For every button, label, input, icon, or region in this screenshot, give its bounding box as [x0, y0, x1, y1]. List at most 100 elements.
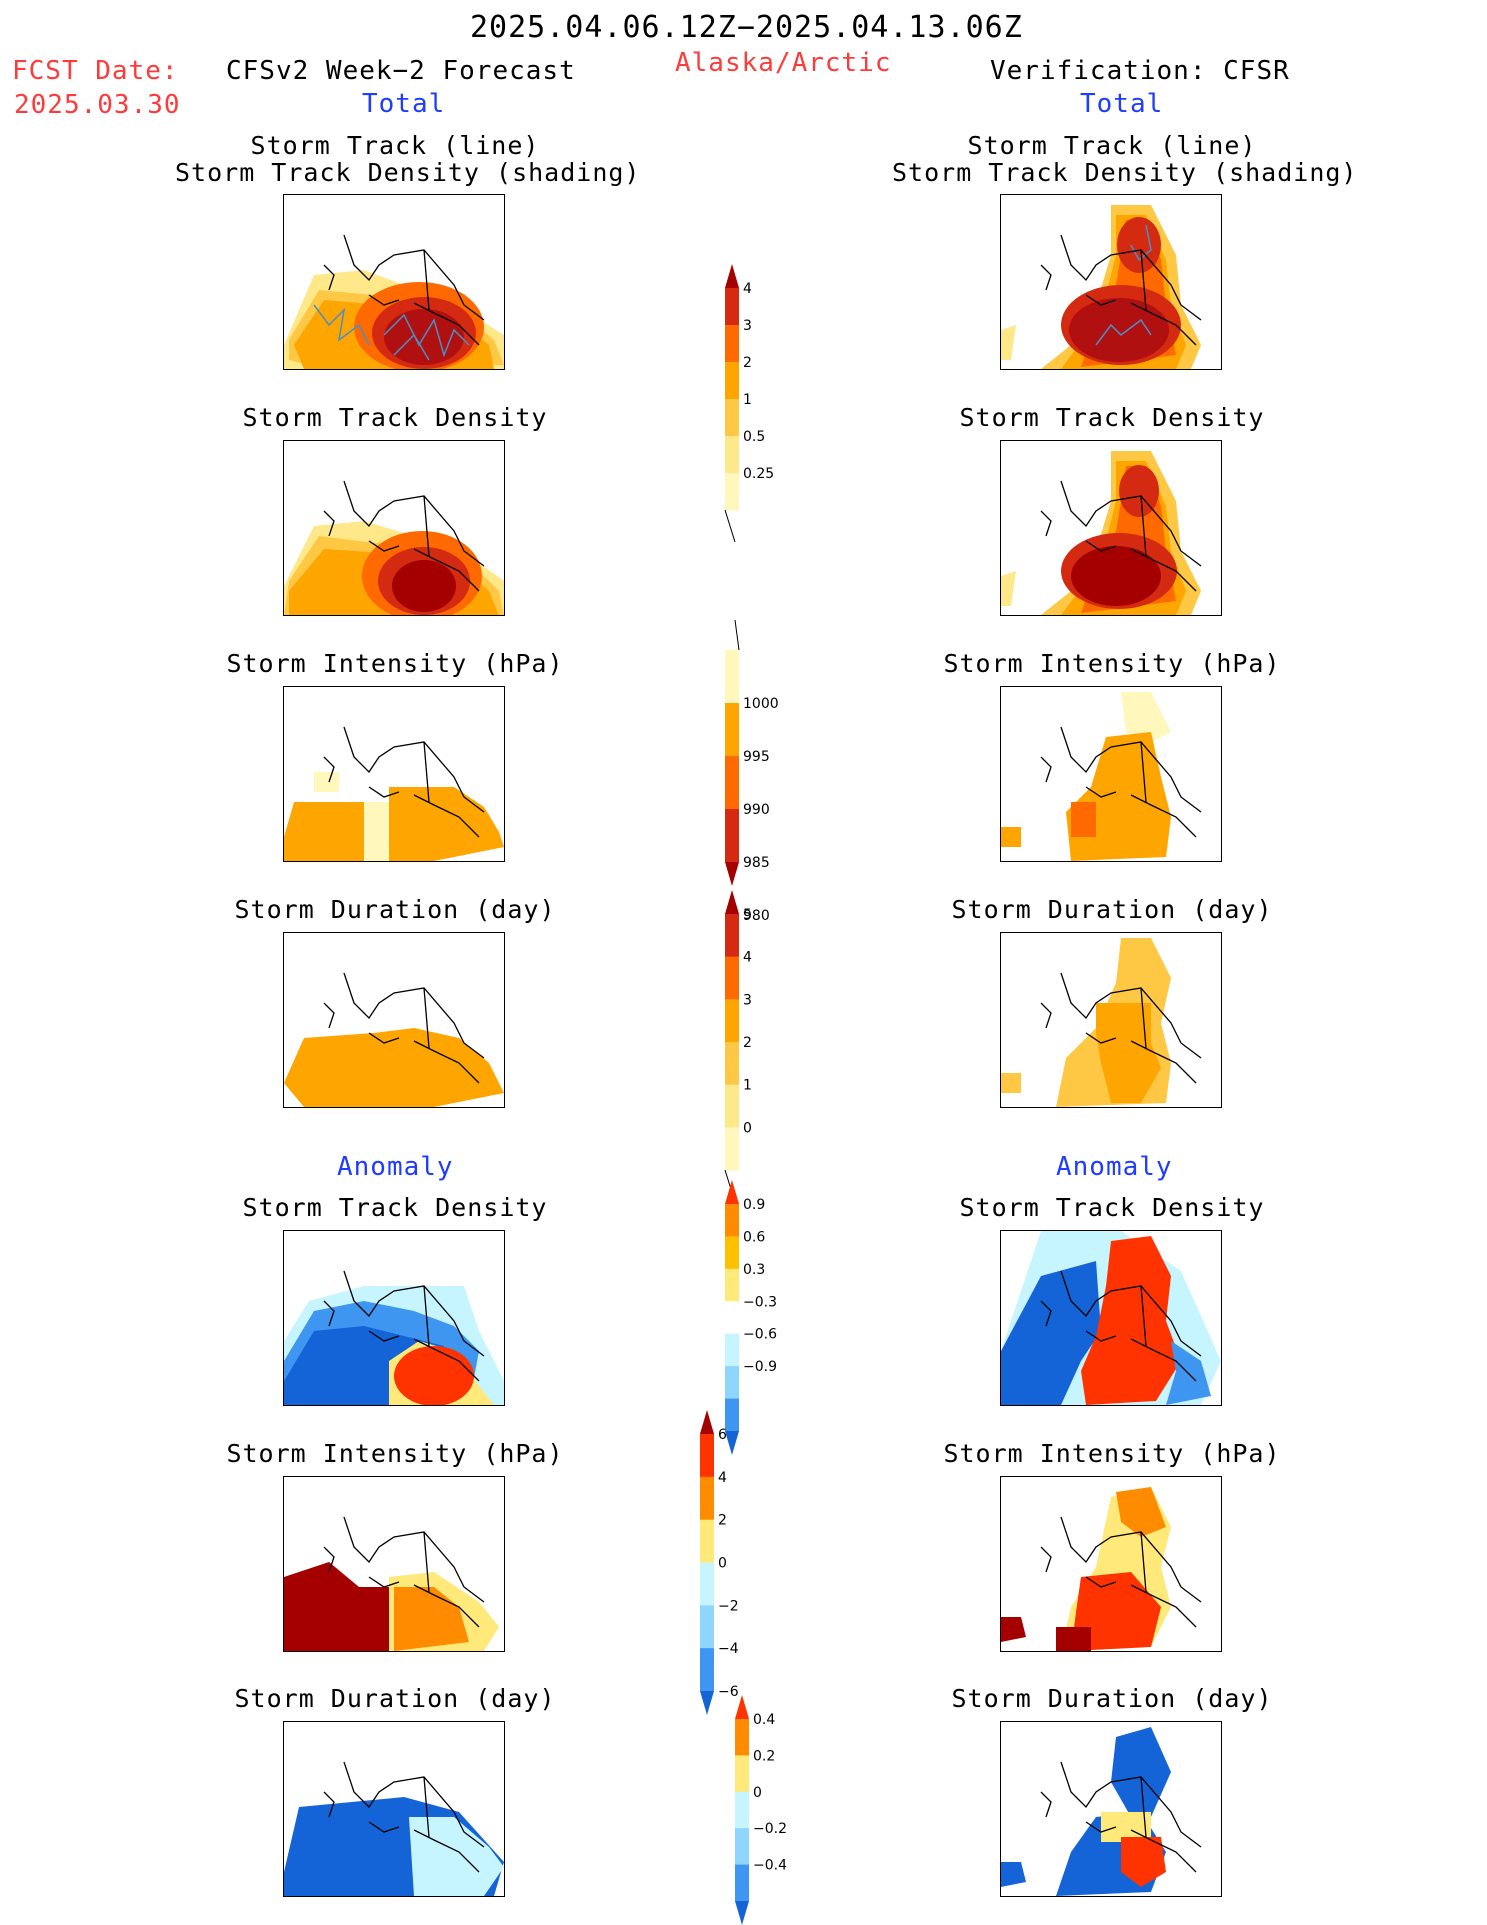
- map-forecast-anom-duration: [283, 1721, 505, 1897]
- total-label-right: Total: [1080, 89, 1164, 119]
- colorbar-tick-label: 0: [753, 1785, 762, 1801]
- colorbar-segment: [725, 436, 739, 474]
- colorbar-segment: [700, 1519, 714, 1563]
- colorbar-arrow-bottom: [700, 1691, 714, 1715]
- colorbar-segment: [700, 1648, 714, 1692]
- colorbar-tick-label: 5: [743, 907, 752, 923]
- colorbar-svg: 0.9 0.6 0.3 −0.3 −0.6 −0.9: [725, 1180, 777, 1455]
- map-forecast-anom-intensity: [283, 1476, 505, 1652]
- map-forecast-anom-density: [283, 1230, 505, 1406]
- colorbar-segment: [700, 1434, 714, 1478]
- colorbar-segment: [725, 999, 739, 1043]
- fcst-date-value: 2025.03.30: [14, 90, 181, 120]
- map-verification-intensity: [1000, 686, 1222, 862]
- map-verification-anom-density: [1000, 1230, 1222, 1406]
- colorbar-segment: [725, 1042, 739, 1086]
- panel-title-duration-right: Storm Duration (day): [951, 895, 1273, 924]
- colorbar-svg: 1000 995 990 985 980: [725, 619, 779, 924]
- anomaly-label-right: Anomaly: [1056, 1152, 1173, 1182]
- colorbar-segment: [735, 1755, 749, 1793]
- colorbar-segment: [725, 473, 739, 511]
- colorbar-segment: [700, 1605, 714, 1649]
- colorbar-total-intensity: 1000 995 990 985 980: [725, 619, 805, 924]
- colorbar-tick-label: 0.3: [743, 1262, 765, 1278]
- colorbar-tick-label: 4: [718, 1470, 727, 1486]
- colorbar-tick-label: −6: [718, 1684, 739, 1700]
- colorbar-total-duration: 5 4 3 2 1 0: [724, 890, 805, 1203]
- panel-title-track-shading-right: Storm Track Density (shading): [892, 158, 1358, 187]
- colorbar-segment: [735, 1791, 749, 1829]
- colorbar-tick-label: 0.4: [753, 1712, 775, 1728]
- map-forecast-density: [283, 440, 505, 616]
- panel-title-track-line-right: Storm Track (line): [967, 131, 1257, 160]
- colorbar-tick-label: −0.9: [743, 1359, 777, 1375]
- colorbar-arrow-bottom: [735, 1901, 749, 1925]
- colorbar-segment: [725, 1084, 739, 1128]
- region-title: Alaska/Arctic: [675, 48, 892, 78]
- colorbar-segment: [725, 1366, 739, 1400]
- colorbar-tick-label: 990: [743, 802, 770, 818]
- colorbar-segment: [725, 809, 739, 863]
- colorbar-segment: [735, 1828, 749, 1866]
- colorbar-tick-label: 0.6: [743, 1229, 765, 1245]
- colorbar-segment: [725, 914, 739, 958]
- map-verification-track: [1000, 194, 1222, 370]
- map-verification-duration: [1000, 932, 1222, 1108]
- colorbar-segment: [725, 1127, 739, 1171]
- map-forecast-duration: [283, 932, 505, 1108]
- colorbar-arrow-bottom: [725, 862, 739, 886]
- colorbar-tick-label: −0.3: [743, 1294, 777, 1310]
- colorbar-segment: [725, 1333, 739, 1367]
- panel-title-density-left: Storm Track Density: [242, 403, 548, 432]
- colorbar-segment: [725, 650, 739, 704]
- colorbar-svg: 4 3 2 1 0.5 0.25: [724, 264, 774, 543]
- panel-title-anom-density-right: Storm Track Density: [959, 1193, 1265, 1222]
- colorbar-tick-label: 985: [743, 855, 770, 871]
- verification-title: Verification: CFSR: [990, 56, 1290, 86]
- colorbar-svg: 6 4 2 0 −2 −4 −6: [700, 1410, 739, 1715]
- forecast-title: CFSv2 Week−2 Forecast: [226, 56, 576, 86]
- colorbar-arrow-top: [725, 890, 739, 914]
- panel-title-anom-duration-left: Storm Duration (day): [234, 1684, 556, 1713]
- colorbar-segment: [725, 1204, 739, 1237]
- colorbar-anom-intensity: 6 4 2 0 −2 −4 −6: [700, 1410, 780, 1715]
- panel-title-density-right: Storm Track Density: [959, 403, 1265, 432]
- fcst-date-label: FCST Date:: [12, 56, 179, 86]
- colorbar-tick-label: 6: [718, 1427, 727, 1443]
- colorbar-segment: [735, 1719, 749, 1756]
- colorbar-tick-label: 980: [743, 908, 770, 924]
- colorbar-tick-label: 4: [743, 950, 752, 966]
- colorbar-tick-label: −0.6: [743, 1327, 777, 1343]
- colorbar-tick-label: 0.5: [743, 429, 765, 445]
- colorbar-tick-label: 0.2: [753, 1748, 775, 1764]
- colorbar-segment: [725, 362, 739, 400]
- colorbar-tick-label: 2: [743, 1035, 752, 1051]
- colorbar-anom-duration: 0.4 0.2 0 −0.2 −0.4: [735, 1695, 815, 1925]
- colorbar-tick-label: 2: [718, 1513, 727, 1529]
- colorbar-tick-label: −0.4: [753, 1858, 787, 1874]
- colorbar-segment: [725, 1236, 739, 1270]
- colorbar-tick-label: 3: [743, 992, 752, 1008]
- colorbar-segment: [725, 399, 739, 437]
- colorbar-anom-density: 0.9 0.6 0.3 −0.3 −0.6 −0.9: [725, 1180, 805, 1455]
- colorbar-tick-label: 1: [743, 392, 752, 408]
- colorbar-arrow-top: [725, 264, 739, 288]
- colorbar-arrow-top: [735, 1695, 749, 1719]
- colorbar-tick-label: 4: [743, 281, 752, 297]
- panel-title-duration-left: Storm Duration (day): [234, 895, 556, 924]
- colorbar-segment: [725, 288, 739, 326]
- colorbar-tick-label: −2: [718, 1598, 739, 1614]
- anomaly-label-left: Anomaly: [337, 1152, 454, 1182]
- map-verification-anom-intensity: [1000, 1476, 1222, 1652]
- date-range-title: 2025.04.06.12Z−2025.04.13.06Z: [470, 10, 1023, 45]
- panel-title-intensity-right: Storm Intensity (hPa): [943, 649, 1281, 678]
- panel-title-anom-intensity-right: Storm Intensity (hPa): [943, 1439, 1281, 1468]
- colorbar-arrow-top: [725, 1180, 739, 1204]
- map-forecast-track: [283, 194, 505, 370]
- colorbar-segment: [725, 1398, 739, 1432]
- colorbar-tick-label: 0: [718, 1556, 727, 1572]
- colorbar-tick-label: 0.25: [743, 466, 774, 482]
- panel-title-intensity-left: Storm Intensity (hPa): [226, 649, 564, 678]
- colorbar-segment: [725, 1268, 739, 1302]
- panel-title-track-line-left: Storm Track (line): [250, 131, 540, 160]
